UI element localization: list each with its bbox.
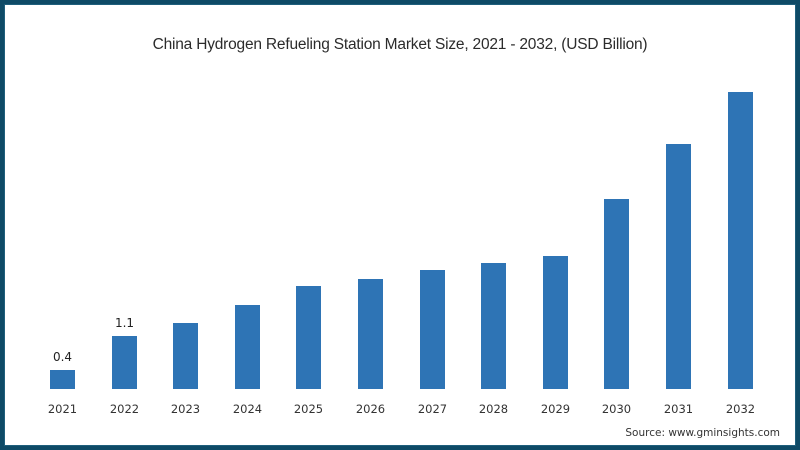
- x-axis-label: 2031: [663, 402, 694, 416]
- x-axis-label: 2025: [293, 402, 324, 416]
- x-axis-label: 2024: [232, 402, 263, 416]
- x-axis-label: 2030: [601, 402, 632, 416]
- bar-2029: [543, 256, 568, 389]
- bar-2030: [604, 199, 629, 389]
- x-axis-label: 2021: [47, 402, 78, 416]
- x-axis-label: 2026: [355, 402, 386, 416]
- x-axis-label: 2029: [540, 402, 571, 416]
- bar-2027: [420, 270, 445, 389]
- x-axis-label: 2022: [109, 402, 140, 416]
- bar-2031: [666, 144, 691, 389]
- bar-2024: [235, 305, 260, 389]
- x-axis-label: 2032: [725, 402, 756, 416]
- data-label: 1.1: [114, 316, 135, 330]
- bar-2022: [112, 336, 137, 389]
- source-note: Source: www.gminsights.com: [625, 427, 780, 439]
- bar-2025: [296, 286, 321, 389]
- bar-2032: [728, 92, 753, 389]
- x-axis-label: 2028: [478, 402, 509, 416]
- bar-2028: [481, 263, 506, 389]
- bar-2021: [50, 370, 75, 389]
- chart-title: China Hydrogen Refueling Station Market …: [152, 36, 648, 53]
- bar-2023: [173, 323, 198, 389]
- data-label: 0.4: [52, 350, 73, 364]
- x-axis-label: 2023: [170, 402, 201, 416]
- bar-2026: [358, 279, 383, 389]
- x-axis-label: 2027: [417, 402, 448, 416]
